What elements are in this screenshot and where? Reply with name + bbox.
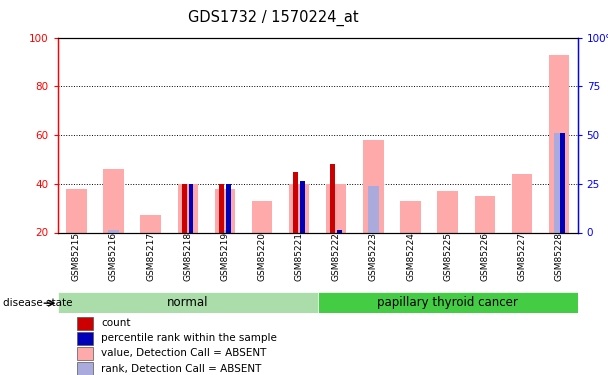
Text: GSM85224: GSM85224 <box>406 232 415 281</box>
Bar <box>66 189 86 232</box>
Text: GDS1732 / 1570224_at: GDS1732 / 1570224_at <box>188 9 359 26</box>
Bar <box>215 189 235 232</box>
Text: GSM85218: GSM85218 <box>183 232 192 281</box>
Bar <box>549 55 569 232</box>
Bar <box>77 362 93 375</box>
Text: papillary thyroid cancer: papillary thyroid cancer <box>377 296 518 309</box>
Bar <box>77 347 93 360</box>
Text: GSM85220: GSM85220 <box>257 232 266 281</box>
Text: GSM85225: GSM85225 <box>443 232 452 281</box>
Bar <box>406 232 416 235</box>
Text: value, Detection Call = ABSENT: value, Detection Call = ABSENT <box>101 348 266 358</box>
Bar <box>219 230 230 232</box>
Bar <box>178 184 198 232</box>
Bar <box>475 196 495 232</box>
Bar <box>252 201 272 232</box>
Bar <box>182 184 187 232</box>
Bar <box>257 232 267 235</box>
Bar <box>317 292 578 313</box>
Text: GSM85219: GSM85219 <box>220 232 229 281</box>
Bar <box>226 184 230 232</box>
Bar <box>219 184 224 232</box>
Text: GSM85222: GSM85222 <box>332 232 340 281</box>
Text: GSM85227: GSM85227 <box>517 232 527 281</box>
Bar <box>77 317 93 330</box>
Text: GSM85216: GSM85216 <box>109 232 118 281</box>
Text: disease state: disease state <box>3 298 72 308</box>
Text: count: count <box>101 318 131 328</box>
Bar <box>140 215 161 232</box>
Bar <box>326 184 347 232</box>
Bar <box>363 140 384 232</box>
Bar <box>289 184 309 232</box>
Text: GSM85223: GSM85223 <box>369 232 378 281</box>
Bar <box>560 133 565 232</box>
Bar <box>145 232 156 235</box>
Bar <box>293 172 298 232</box>
Bar <box>103 169 123 232</box>
Text: percentile rank within the sample: percentile rank within the sample <box>101 333 277 344</box>
Text: normal: normal <box>167 296 209 309</box>
Bar <box>400 201 421 232</box>
Text: GSM85217: GSM85217 <box>146 232 155 281</box>
Bar <box>77 332 93 345</box>
Bar <box>368 186 379 232</box>
Bar <box>58 292 317 313</box>
Bar <box>437 191 458 232</box>
Text: GSM85228: GSM85228 <box>554 232 564 281</box>
Text: GSM85226: GSM85226 <box>480 232 489 281</box>
Text: GSM85221: GSM85221 <box>295 232 303 281</box>
Bar <box>108 230 119 232</box>
Text: GSM85215: GSM85215 <box>72 232 81 281</box>
Bar <box>188 184 193 232</box>
Text: rank, Detection Call = ABSENT: rank, Detection Call = ABSENT <box>101 364 261 374</box>
Bar <box>512 174 532 232</box>
Bar <box>300 182 305 232</box>
Bar <box>554 133 564 232</box>
Bar <box>331 164 336 232</box>
Bar <box>337 230 342 232</box>
